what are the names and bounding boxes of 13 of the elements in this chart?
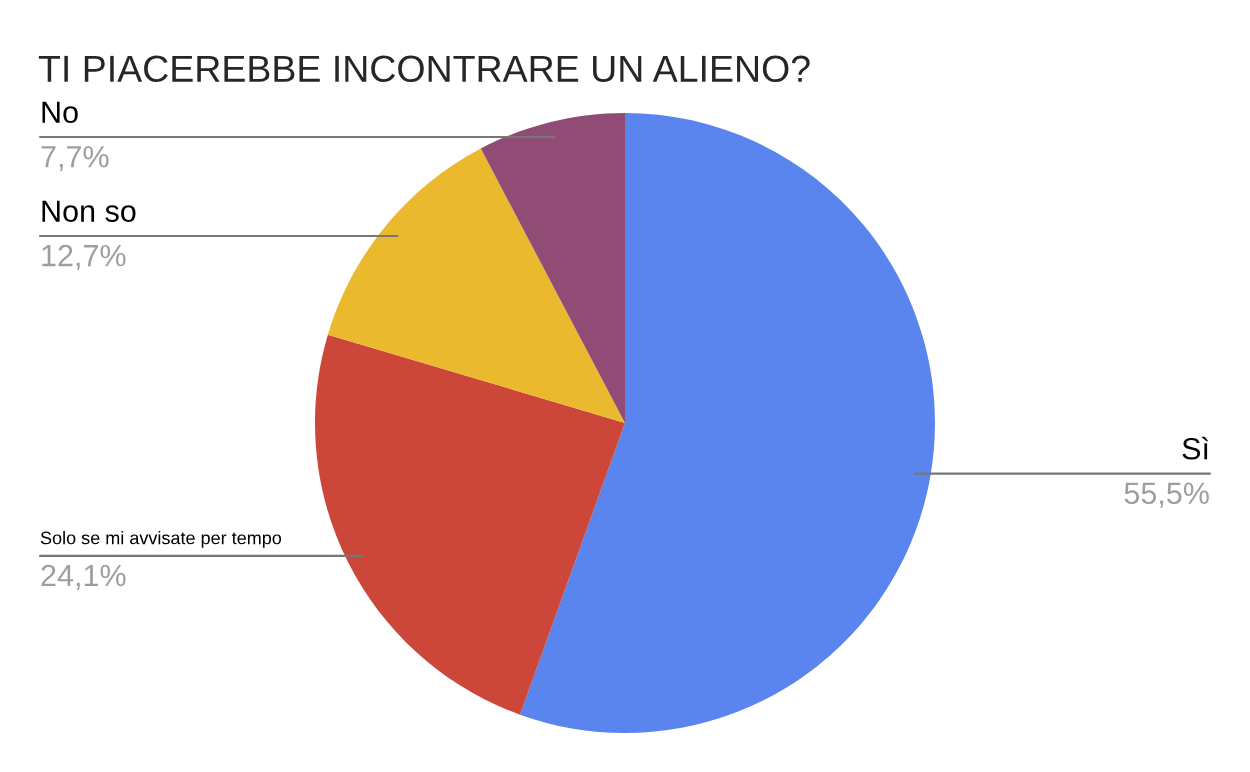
data-label: 55,5% — [1124, 482, 1209, 508]
slice-label: Sì — [1182, 436, 1208, 460]
data-label: 24,1% — [41, 564, 126, 590]
slice-label: Solo se mi avvisate per tempo — [40, 531, 282, 548]
pie-slice — [519, 113, 935, 733]
chart-title: TI PIACEREBBE INCONTRARE UN ALIENO? — [38, 55, 810, 83]
pie-slice — [480, 113, 625, 423]
pie-slice — [315, 334, 625, 715]
slice-label: Non so — [42, 200, 136, 222]
data-label: 7,7% — [41, 146, 109, 172]
slice-label: No — [42, 101, 78, 124]
data-label: 12,7% — [42, 244, 126, 271]
pie-slice — [327, 148, 625, 423]
